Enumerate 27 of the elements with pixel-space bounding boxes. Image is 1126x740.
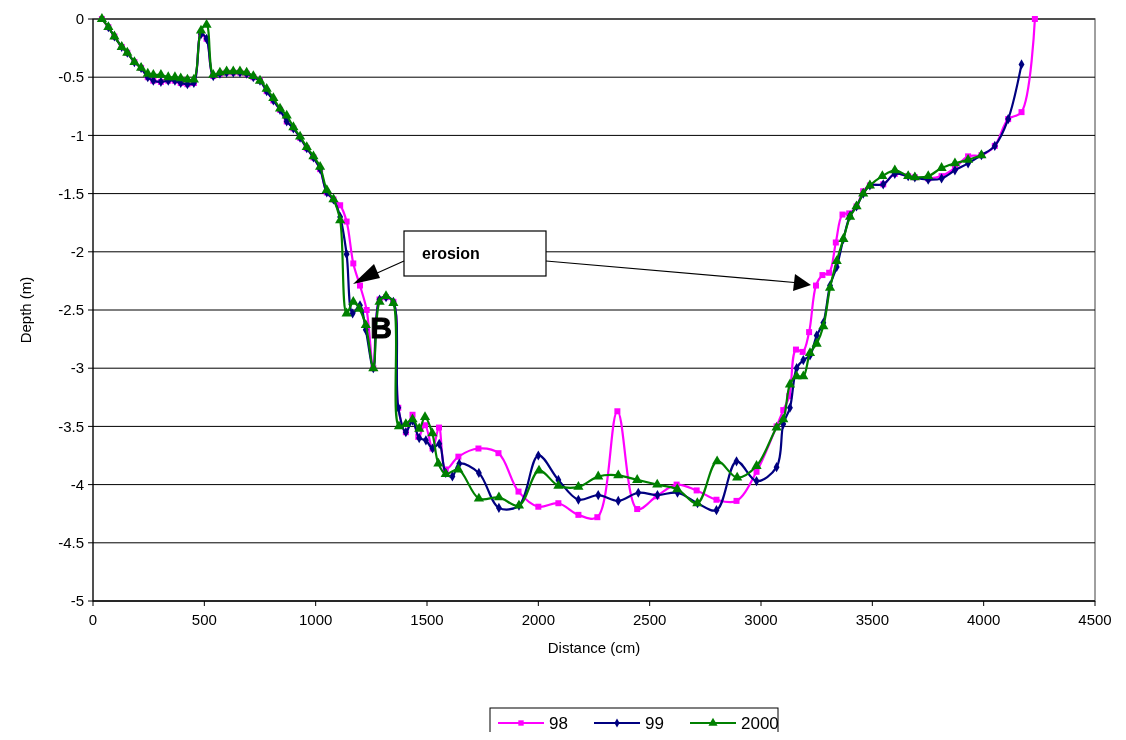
y-tick-label: -1 — [70, 126, 84, 144]
y-tick-label: -1.5 — [58, 184, 84, 202]
y-axis-title: Depth (m) — [17, 276, 34, 344]
x-tick-label: 500 — [191, 611, 217, 628]
legend-label: 99 — [645, 714, 664, 733]
y-tick-label: -0.5 — [58, 68, 84, 86]
x-tick-label: 3500 — [855, 611, 890, 628]
x-tick-label: 3000 — [744, 611, 778, 628]
x-axis-title: Distance (cm) — [547, 639, 641, 656]
y-tick-label: 0 — [75, 10, 84, 28]
x-tick-label: 1000 — [298, 611, 333, 628]
annotation: erosion — [422, 245, 480, 262]
y-tick-label: -3 — [70, 359, 84, 377]
x-tick-label: 1500 — [410, 611, 444, 628]
x-tick-label: 2500 — [632, 611, 667, 628]
x-tick-label: 0 — [88, 611, 98, 628]
y-tick-label: -2 — [70, 243, 84, 261]
legend-label: 98 — [549, 714, 568, 733]
x-tick-label: 4000 — [966, 611, 1001, 628]
y-tick-label: -5 — [70, 592, 84, 610]
y-tick-label: -3.5 — [58, 417, 84, 435]
legend-label: 2000 — [741, 714, 779, 733]
x-tick-label: 2000 — [521, 611, 556, 628]
y-tick-label: -4 — [70, 475, 84, 493]
y-tick-label: -4.5 — [58, 534, 84, 552]
x-tick-label: 4500 — [1078, 611, 1112, 628]
y-tick-label: -2.5 — [58, 301, 84, 319]
